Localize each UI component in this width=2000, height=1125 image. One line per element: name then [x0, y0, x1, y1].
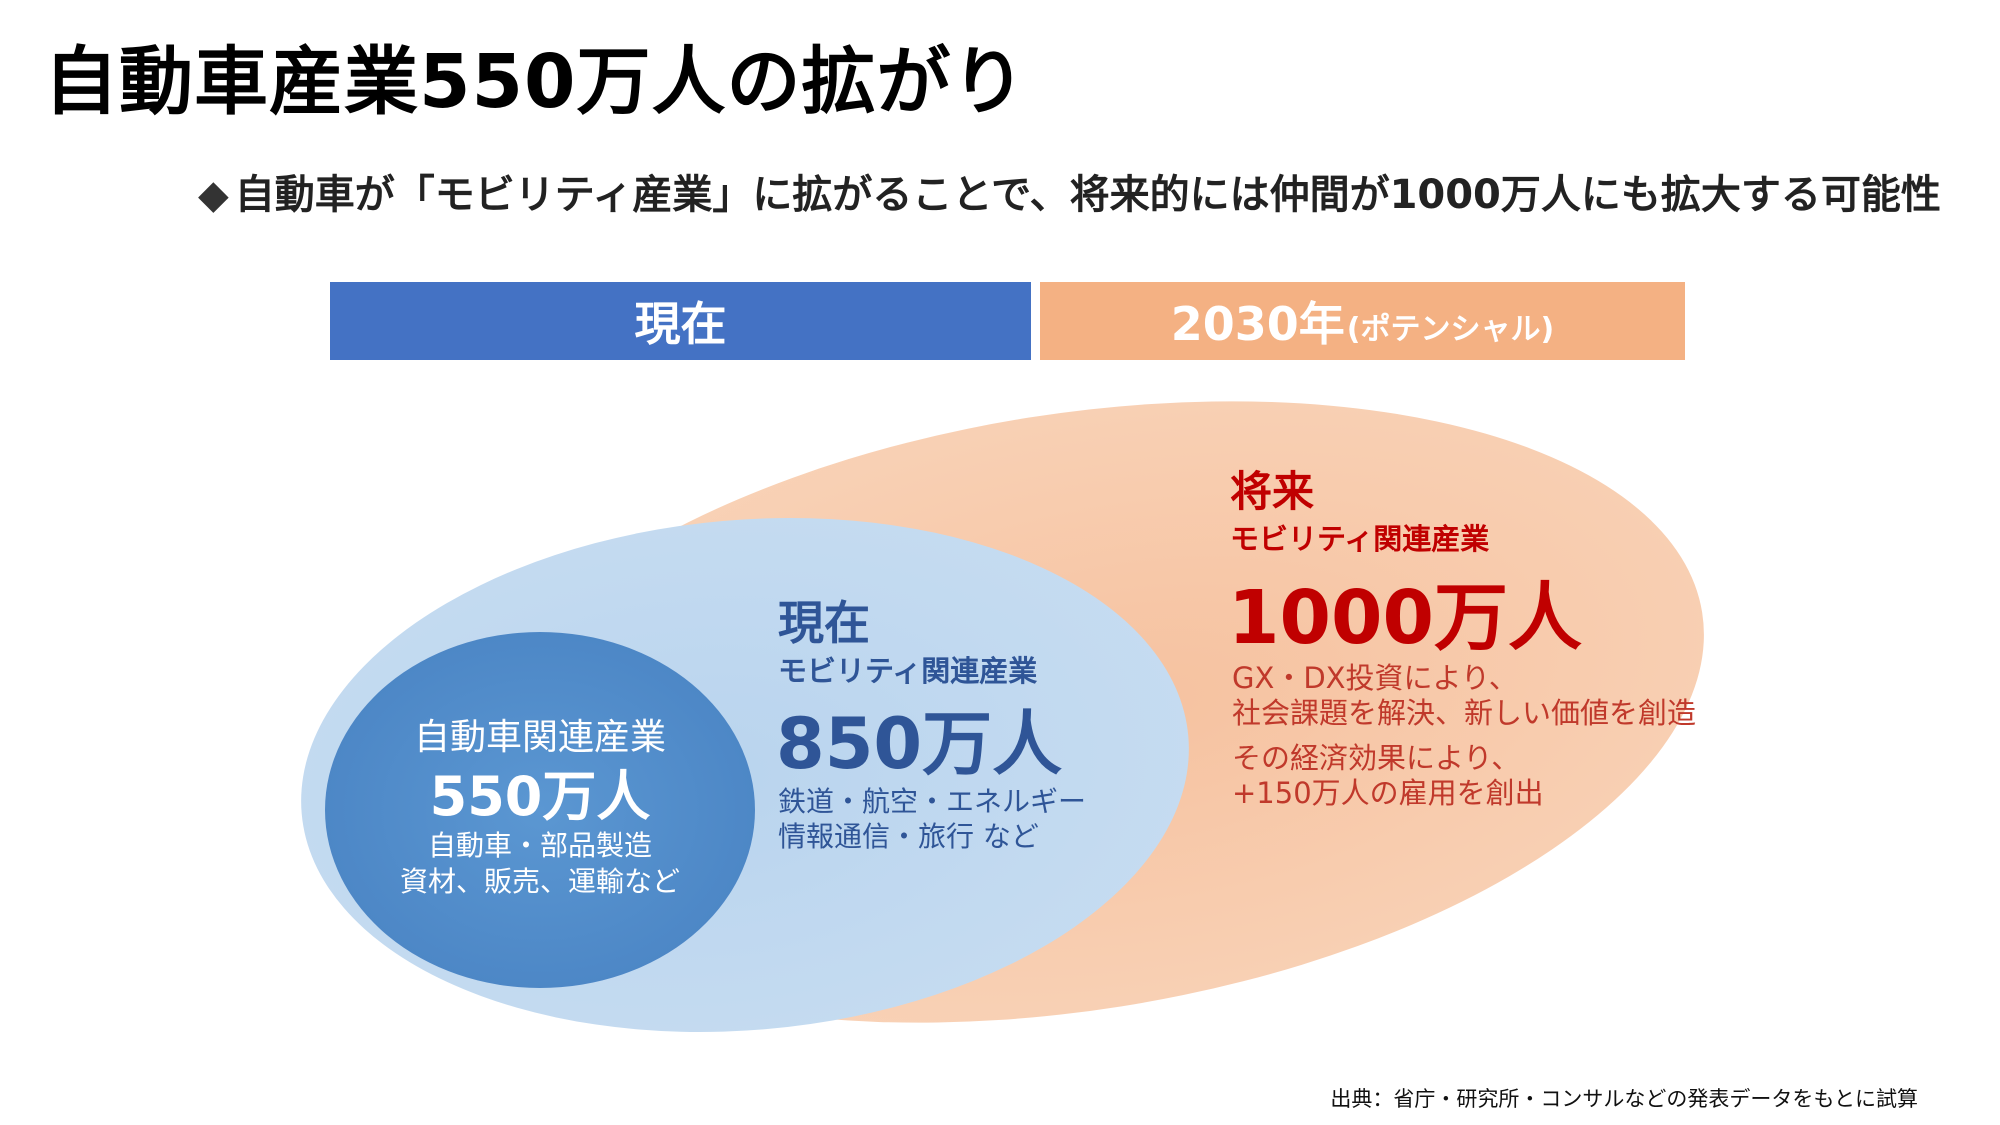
subtitle: ◆ 自動車が「モビリティ産業」に拡がることで、将来的には仲間が1000万人にも拡大…: [198, 162, 1941, 220]
future-value: 1000万人: [1228, 575, 1582, 661]
diamond-bullet-icon: ◆: [198, 172, 229, 218]
future-header-label: 2030年: [1170, 297, 1345, 351]
current-header-label: 現在: [634, 297, 727, 351]
automotive-desc-line-1: 自動車・部品製造: [427, 829, 652, 862]
current-label: 現在: [778, 596, 870, 650]
future-desc-2-line-2: +150万人の雇用を創出: [1232, 776, 1544, 810]
automotive-value: 550万人: [429, 765, 651, 828]
subtitle-text: 自動車が「モビリティ産業」に拡がることで、将来的には仲間が1000万人にも拡大す…: [234, 172, 1941, 218]
current-sector-label: モビリティ関連産業: [778, 654, 1038, 688]
current-value: 850万人: [776, 703, 1063, 785]
future-label: 将来: [1230, 467, 1315, 516]
current-header-bar: 現在: [330, 282, 1031, 360]
current-desc-line-1: 鉄道・航空・エネルギー: [778, 785, 1087, 818]
future-desc-1-line-2: 社会課題を解決、新しい価値を創造: [1232, 696, 1697, 730]
source-note: 出典：省庁・研究所・コンサルなどの発表データをもとに試算: [1330, 1087, 1918, 1111]
page-title: 自動車産業550万人の拡がり: [44, 39, 1027, 125]
current-desc-line-2: 情報通信・旅行 など: [778, 820, 1039, 853]
future-header-bar: 2030年 (ポテンシャル): [1040, 282, 1685, 360]
automotive-desc-line-2: 資材、販売、運輸など: [399, 865, 680, 898]
automotive-ellipse: [325, 632, 755, 988]
future-desc-1-line-1: GX・DX投資により、: [1232, 661, 1518, 695]
automotive-label: 自動車関連産業: [413, 717, 666, 758]
future-desc-2-line-1: その経済効果により、: [1232, 741, 1521, 775]
future-sector-label: モビリティ関連産業: [1230, 522, 1490, 556]
future-header-suffix: (ポテンシャル): [1346, 312, 1555, 347]
